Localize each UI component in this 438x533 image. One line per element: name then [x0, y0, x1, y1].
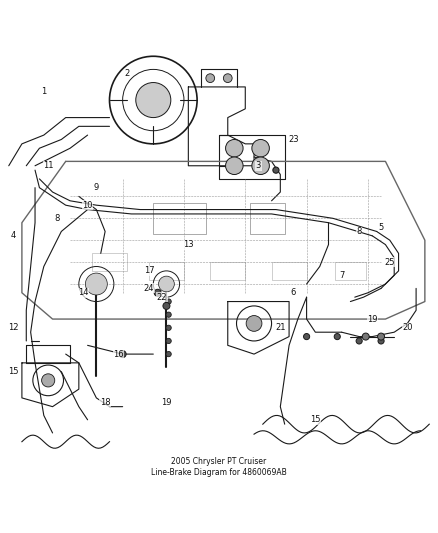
Text: 12: 12	[8, 324, 18, 332]
Text: 24: 24	[144, 284, 154, 293]
Text: 21: 21	[275, 324, 286, 332]
Text: 1: 1	[41, 87, 46, 96]
Circle shape	[163, 302, 170, 310]
Bar	[92, 253, 127, 271]
Circle shape	[252, 157, 269, 174]
Text: 18: 18	[100, 398, 110, 407]
Text: 7: 7	[339, 271, 344, 280]
Text: 10: 10	[82, 201, 93, 209]
Circle shape	[166, 338, 171, 344]
Text: 15: 15	[310, 415, 321, 424]
Text: 6: 6	[291, 288, 296, 297]
Circle shape	[154, 289, 161, 296]
Circle shape	[226, 140, 243, 157]
Text: 4: 4	[11, 231, 16, 240]
Circle shape	[206, 74, 215, 83]
Circle shape	[166, 299, 171, 304]
Text: 17: 17	[144, 266, 154, 276]
Text: 23: 23	[288, 135, 299, 144]
Text: 20: 20	[402, 324, 413, 332]
Bar	[153, 203, 206, 233]
Circle shape	[226, 157, 243, 174]
Circle shape	[159, 276, 174, 292]
Circle shape	[166, 351, 171, 357]
Circle shape	[166, 312, 171, 317]
Bar	[335, 262, 366, 280]
Circle shape	[362, 333, 369, 340]
Text: 8: 8	[357, 227, 362, 236]
Text: 9: 9	[94, 183, 99, 192]
Text: 14: 14	[78, 288, 88, 297]
Circle shape	[304, 334, 310, 340]
Bar	[210, 262, 245, 280]
Circle shape	[273, 167, 279, 173]
Text: 13: 13	[183, 240, 194, 249]
Text: 2: 2	[124, 69, 130, 78]
Text: 19: 19	[367, 314, 378, 324]
Circle shape	[378, 338, 384, 344]
Circle shape	[223, 74, 232, 83]
Circle shape	[356, 338, 362, 344]
Bar	[272, 262, 307, 280]
Text: 22: 22	[157, 293, 167, 302]
Text: 2005 Chrysler PT Cruiser
Line-Brake Diagram for 4860069AB: 2005 Chrysler PT Cruiser Line-Brake Diag…	[151, 457, 287, 477]
Circle shape	[378, 333, 385, 340]
Circle shape	[334, 334, 340, 340]
Circle shape	[246, 316, 262, 332]
Bar	[250, 203, 285, 233]
Circle shape	[42, 374, 55, 387]
Text: 19: 19	[161, 398, 172, 407]
Text: 11: 11	[43, 161, 53, 170]
Circle shape	[119, 351, 126, 358]
Bar	[149, 262, 184, 280]
Text: 15: 15	[8, 367, 18, 376]
Circle shape	[252, 140, 269, 157]
Circle shape	[85, 273, 107, 295]
Circle shape	[166, 325, 171, 330]
Text: 8: 8	[54, 214, 60, 223]
Text: 5: 5	[378, 223, 384, 231]
Text: 3: 3	[256, 161, 261, 170]
Text: 16: 16	[113, 350, 124, 359]
Circle shape	[136, 83, 171, 118]
Text: 25: 25	[385, 257, 395, 266]
